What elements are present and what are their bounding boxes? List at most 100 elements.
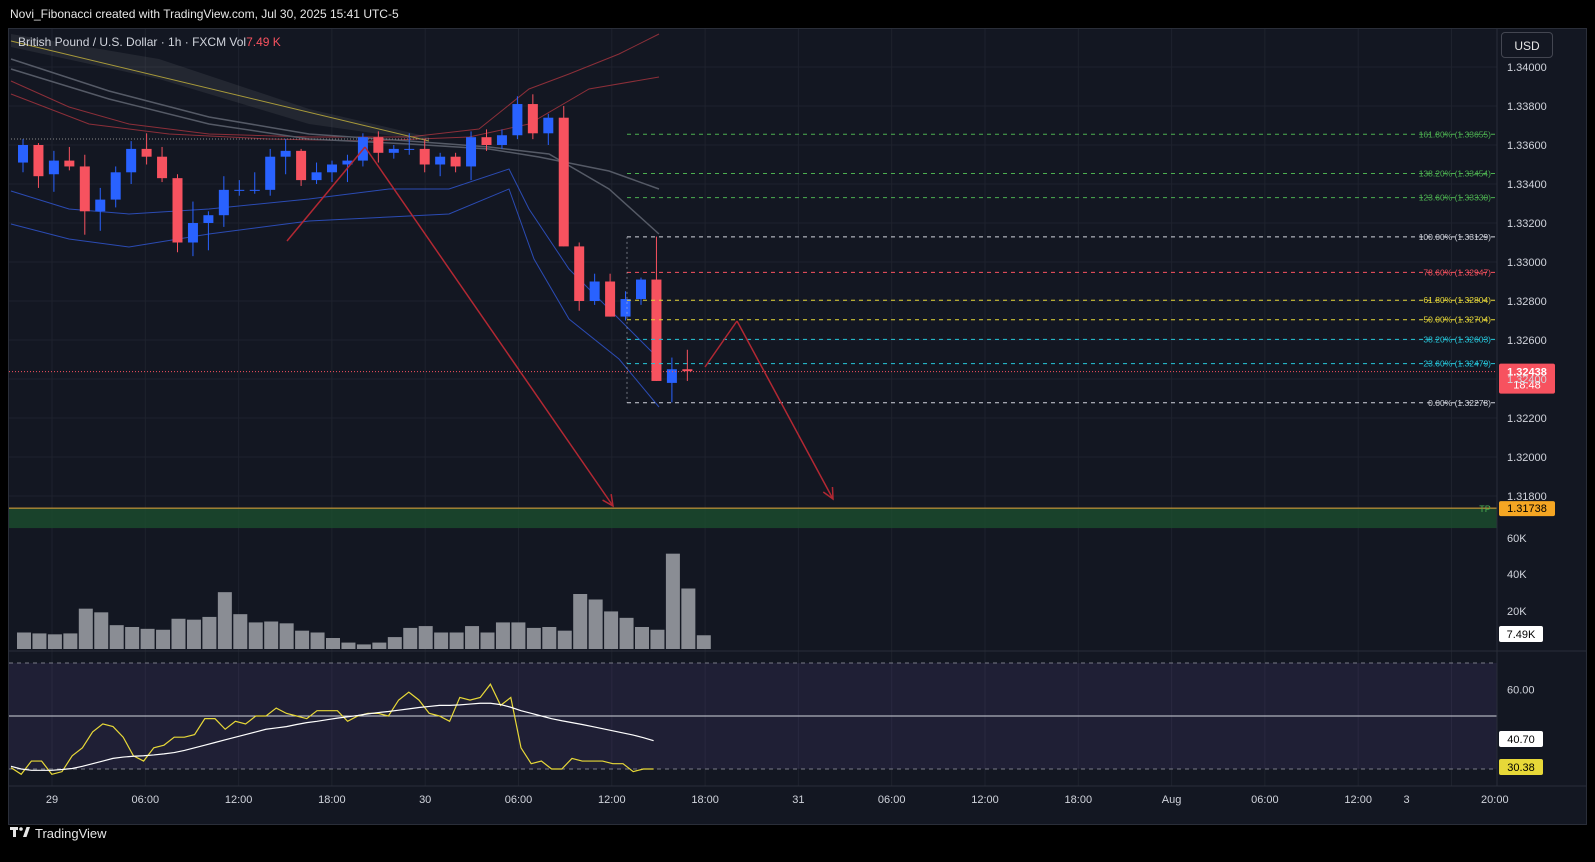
rsi-value-label: 30.38	[1507, 762, 1535, 774]
fib-level-label: 161.80% (1.33655)	[1419, 129, 1491, 139]
candle-body	[280, 150, 291, 157]
tradingview-logo-icon	[10, 823, 30, 845]
time-axis-tick: Aug	[1162, 794, 1182, 806]
volume-bar	[264, 621, 279, 649]
rsi-axis-tick: 60.00	[1507, 685, 1535, 697]
candle-body	[666, 369, 677, 383]
volume-bar	[480, 632, 495, 649]
candle-body	[64, 160, 75, 167]
time-axis-tick: 06:00	[1251, 794, 1279, 806]
volume-bar	[495, 622, 510, 649]
candle-body	[496, 135, 507, 145]
rsi-ma-label: 40.70	[1507, 734, 1535, 746]
candle-body	[543, 117, 554, 134]
candle-body	[265, 156, 276, 190]
candle-body	[172, 178, 183, 243]
volume-bar	[665, 553, 680, 649]
price-axis-tick: 1.33200	[1507, 218, 1547, 230]
volume-bar	[588, 599, 603, 649]
price-axis-tick: 1.31800	[1507, 491, 1547, 503]
volume-bar	[186, 619, 201, 649]
time-axis-tick: 12:00	[971, 794, 999, 806]
candle-body	[33, 145, 44, 177]
candle-body	[481, 137, 492, 145]
chart-frame[interactable]: 161.80% (1.33655) 138.20% (1.33454) 123.60…	[8, 28, 1587, 825]
candle-body	[79, 166, 90, 212]
candle-body	[327, 164, 337, 173]
volume-bar	[511, 622, 526, 649]
volume-bar	[156, 629, 171, 649]
currency-button[interactable]: USD	[1501, 32, 1553, 58]
candle-body	[18, 145, 28, 163]
candle-body	[157, 156, 168, 179]
take-profit-tag: TP	[1479, 504, 1491, 514]
price-axis-tick: 1.32800	[1507, 296, 1547, 308]
volume-bar	[47, 634, 62, 649]
candle-body	[373, 137, 384, 153]
rsi-ma-line	[10, 702, 654, 771]
footer-brand: TradingView	[10, 823, 107, 845]
price-axis-tick: 1.33800	[1507, 101, 1547, 113]
candle-body	[636, 279, 646, 300]
current-price-countdown: 18:48	[1513, 380, 1541, 392]
candle-body	[466, 137, 477, 167]
volume-bar	[140, 628, 155, 649]
band-lower-line-2	[10, 188, 660, 408]
candle-body	[110, 172, 121, 200]
volume-bar	[326, 638, 340, 649]
candle-body	[527, 104, 538, 134]
volume-bar	[310, 632, 325, 649]
fib-level-label: 78.60% (1.32947)	[1423, 267, 1491, 277]
candle-body	[296, 150, 307, 181]
volume-bar	[356, 644, 371, 649]
candle-body	[249, 189, 260, 191]
price-axis-tick: 1.33600	[1507, 140, 1547, 152]
candle-body	[388, 148, 399, 153]
volume-bar	[434, 632, 449, 649]
rsi-value-label-bg	[1499, 759, 1543, 775]
price-axis-tick: 1.34000	[1507, 62, 1547, 74]
candle-body	[651, 279, 662, 381]
price-axis-tick: 1.32200	[1507, 413, 1547, 425]
take-profit-label-bg	[1499, 501, 1555, 517]
candle-body	[682, 369, 693, 372]
volume-value-label: 7.49K	[1507, 629, 1536, 641]
volume-bar	[604, 611, 619, 649]
price-axis-tick: 1.32400	[1507, 374, 1547, 386]
projection-arrow-head	[602, 494, 614, 508]
chart-canvas[interactable]: 161.80% (1.33655) 138.20% (1.33454) 123.60…	[9, 29, 1586, 824]
projection-line	[286, 146, 366, 242]
trend-line	[10, 40, 430, 142]
candle-body	[141, 148, 152, 157]
candle-body	[450, 156, 461, 167]
volume-axis-tick: 20K	[1507, 606, 1527, 618]
volume-bar	[573, 594, 588, 649]
take-profit-label: 1.31738	[1507, 503, 1547, 515]
volume-bar	[248, 622, 263, 649]
symbol-legend[interactable]: British Pound / U.S. Dollar · 1h · FXCM …	[18, 35, 281, 49]
volume-bar	[418, 626, 433, 649]
volume-bar	[279, 623, 294, 649]
volume-bar	[542, 627, 557, 649]
price-axis-tick: 1.33000	[1507, 257, 1547, 269]
volume-bar	[341, 642, 356, 649]
footer-brand-text: TradingView	[35, 826, 107, 841]
volume-bar	[94, 612, 109, 649]
volume-bar	[681, 588, 696, 649]
volume-bar	[650, 629, 665, 649]
candle-body	[558, 117, 569, 247]
projection-arrow-head	[822, 486, 834, 501]
volume-bar	[635, 627, 649, 649]
candle-body	[404, 148, 415, 150]
volume-value-label-bg	[1499, 626, 1543, 642]
time-axis-tick: 12:00	[1344, 794, 1372, 806]
time-axis-tick: 18:00	[691, 794, 719, 806]
time-axis-tick: 06:00	[878, 794, 906, 806]
current-price-label-bg	[1499, 363, 1555, 394]
candle-body	[342, 160, 353, 165]
price-axis-tick: 1.32000	[1507, 452, 1547, 464]
projection-line	[704, 320, 738, 368]
fib-level-label: 38.20% (1.32603)	[1423, 334, 1491, 344]
current-price-label: 1.32438	[1507, 367, 1547, 379]
candle-body	[218, 189, 229, 216]
